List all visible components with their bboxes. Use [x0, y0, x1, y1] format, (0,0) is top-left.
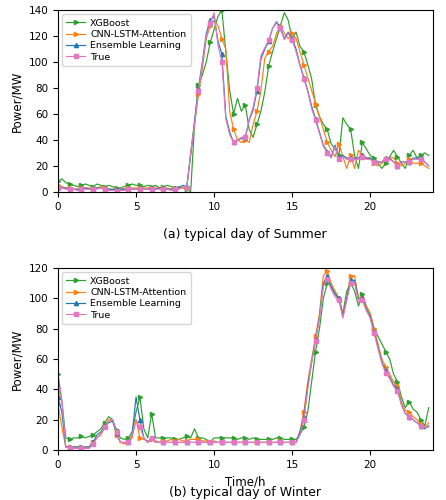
CNN-LSTM-Attention: [403, 408, 408, 414]
True: [262, 44, 268, 51]
XGBoost: [403, 166, 408, 172]
True: [426, 424, 431, 430]
XGBoost: [426, 404, 431, 410]
True: [55, 185, 61, 191]
True: [251, 104, 256, 110]
CNN-LSTM-Attention: [258, 440, 264, 446]
Text: (a) typical day of Summer: (a) typical day of Summer: [164, 228, 327, 241]
True: [67, 446, 72, 452]
True: [258, 440, 264, 446]
Ensemble Learning: [67, 186, 72, 192]
Ensemble Learning: [403, 159, 408, 165]
True: [110, 416, 115, 422]
CNN-LSTM-Attention: [403, 160, 408, 166]
Line: True: True: [56, 10, 431, 192]
CNN-LSTM-Attention: [219, 440, 224, 446]
Ensemble Learning: [223, 114, 228, 119]
Ensemble Learning: [426, 163, 431, 169]
CNN-LSTM-Attention: [262, 55, 268, 61]
XGBoost: [106, 414, 112, 420]
XGBoost: [188, 189, 194, 195]
Line: Ensemble Learning: Ensemble Learning: [56, 274, 431, 449]
True: [110, 188, 115, 194]
CNN-LSTM-Attention: [55, 182, 61, 188]
Legend: XGBoost, CNN-LSTM-Attention, Ensemble Learning, True: XGBoost, CNN-LSTM-Attention, Ensemble Le…: [62, 272, 191, 324]
XGBoost: [251, 134, 256, 140]
True: [403, 159, 408, 165]
XGBoost: [55, 178, 61, 184]
XGBoost: [219, 435, 224, 441]
True: [403, 410, 408, 416]
Line: Ensemble Learning: Ensemble Learning: [56, 14, 431, 192]
Ensemble Learning: [219, 440, 224, 446]
Ensemble Learning: [211, 14, 217, 20]
Line: CNN-LSTM-Attention: CNN-LSTM-Attention: [56, 18, 431, 192]
CNN-LSTM-Attention: [325, 268, 330, 274]
XGBoost: [161, 435, 166, 441]
True: [247, 440, 252, 446]
True: [426, 163, 431, 169]
CNN-LSTM-Attention: [55, 402, 61, 407]
Text: (b) typical day of Winter: (b) typical day of Winter: [169, 486, 321, 500]
Ensemble Learning: [165, 186, 170, 192]
CNN-LSTM-Attention: [426, 420, 431, 426]
CNN-LSTM-Attention: [223, 46, 228, 52]
Ensemble Learning: [55, 184, 61, 190]
X-axis label: Time/h: Time/h: [225, 476, 265, 488]
XGBoost: [106, 182, 112, 188]
XGBoost: [55, 371, 61, 377]
Ensemble Learning: [55, 394, 61, 400]
Ensemble Learning: [110, 418, 115, 424]
Ensemble Learning: [426, 423, 431, 429]
Ensemble Learning: [325, 273, 330, 279]
XGBoost: [223, 48, 228, 54]
CNN-LSTM-Attention: [211, 18, 217, 24]
True: [211, 10, 217, 16]
XGBoost: [161, 184, 166, 190]
Line: CNN-LSTM-Attention: CNN-LSTM-Attention: [56, 269, 431, 449]
CNN-LSTM-Attention: [426, 166, 431, 172]
CNN-LSTM-Attention: [165, 438, 170, 444]
XGBoost: [247, 436, 252, 442]
True: [165, 186, 170, 192]
Line: True: True: [56, 276, 431, 450]
Legend: XGBoost, CNN-LSTM-Attention, Ensemble Learning, True: XGBoost, CNN-LSTM-Attention, Ensemble Le…: [62, 14, 191, 66]
True: [75, 188, 80, 194]
CNN-LSTM-Attention: [251, 122, 256, 128]
XGBoost: [219, 7, 224, 13]
CNN-LSTM-Attention: [247, 440, 252, 446]
Ensemble Learning: [247, 440, 252, 446]
Ensemble Learning: [110, 186, 115, 192]
CNN-LSTM-Attention: [71, 186, 76, 192]
Y-axis label: Power/MW: Power/MW: [10, 328, 23, 390]
True: [325, 276, 330, 282]
True: [223, 116, 228, 122]
XGBoost: [262, 89, 268, 95]
CNN-LSTM-Attention: [110, 186, 115, 192]
Ensemble Learning: [258, 440, 264, 446]
Ensemble Learning: [403, 410, 408, 416]
Ensemble Learning: [63, 444, 69, 450]
Line: XGBoost: XGBoost: [56, 281, 431, 444]
Line: XGBoost: XGBoost: [56, 8, 431, 194]
True: [165, 440, 170, 446]
XGBoost: [207, 440, 213, 446]
XGBoost: [403, 404, 408, 410]
Ensemble Learning: [165, 440, 170, 446]
Y-axis label: Power/MW: Power/MW: [10, 70, 23, 132]
XGBoost: [258, 436, 264, 442]
XGBoost: [426, 152, 431, 158]
CNN-LSTM-Attention: [110, 416, 115, 422]
Ensemble Learning: [251, 107, 256, 113]
True: [55, 386, 61, 392]
CNN-LSTM-Attention: [165, 185, 170, 191]
True: [219, 440, 224, 446]
XGBoost: [325, 280, 330, 286]
Ensemble Learning: [262, 46, 268, 52]
CNN-LSTM-Attention: [63, 444, 69, 450]
